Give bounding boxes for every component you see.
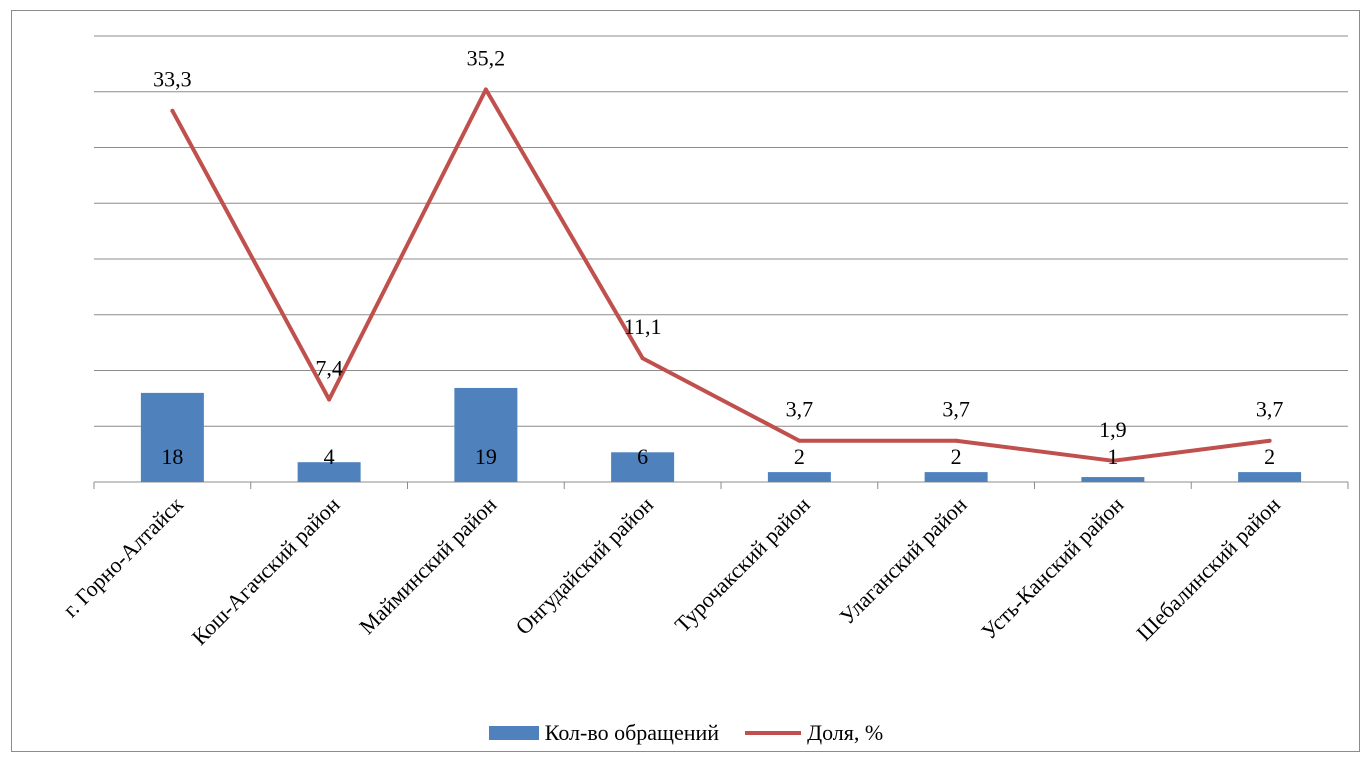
bar-value-label: 4 bbox=[324, 444, 335, 469]
x-tick-label: Онгудайский район bbox=[510, 492, 658, 640]
x-tick-label: Турочакский район bbox=[670, 492, 816, 638]
x-tick-label: г. Горно-Алтайск bbox=[58, 492, 188, 622]
line-value-label: 3,7 bbox=[1256, 397, 1284, 422]
line-point bbox=[327, 397, 332, 402]
bar-value-label: 1 bbox=[1107, 444, 1118, 469]
x-tick-label: Усть-Канский район bbox=[976, 492, 1128, 644]
x-axis bbox=[93, 481, 1349, 489]
bar bbox=[767, 472, 831, 482]
legend-item-bars: Кол-во обращений bbox=[488, 720, 720, 746]
line-series bbox=[170, 87, 1272, 463]
bar bbox=[611, 452, 675, 482]
legend-bar-label: Кол-во обращений bbox=[544, 720, 720, 745]
bar bbox=[297, 462, 361, 482]
line-value-label: 1,9 bbox=[1099, 417, 1127, 442]
x-tick-label: Кош-Агачский район bbox=[187, 492, 345, 650]
line-series-path bbox=[170, 87, 1270, 463]
line-value-label: 33,3 bbox=[153, 67, 192, 92]
bar-value-label: 2 bbox=[794, 444, 805, 469]
line-point bbox=[483, 87, 488, 92]
legend-line-label: Доля, % bbox=[807, 720, 884, 745]
line-value-label: 7,4 bbox=[315, 355, 343, 380]
bar-value-label: 18 bbox=[161, 444, 183, 469]
line-point bbox=[1267, 438, 1272, 443]
legend-bar-swatch bbox=[488, 726, 539, 740]
x-tick-label: Улаганский район bbox=[834, 492, 971, 629]
bar bbox=[454, 387, 518, 482]
legend: Кол-во обращений Доля, % bbox=[0, 718, 1372, 748]
chart-frame bbox=[11, 10, 1360, 752]
data-labels: 18 4 19 6 2 2 1 2 33,3 7,4 35,2 11,1 3,7 3,7 1,9 3,7 bbox=[153, 46, 1283, 469]
bar bbox=[924, 472, 988, 482]
line-value-label: 11,1 bbox=[624, 314, 662, 339]
bar-series bbox=[140, 387, 1302, 482]
legend-line-swatch bbox=[745, 731, 802, 735]
line-point bbox=[1110, 458, 1115, 463]
line-point bbox=[640, 356, 645, 361]
line-point bbox=[954, 438, 959, 443]
line-value-label: 3,7 bbox=[942, 397, 970, 422]
line-point bbox=[797, 438, 802, 443]
bar-value-label: 19 bbox=[475, 444, 497, 469]
bar bbox=[1238, 472, 1302, 482]
bar bbox=[1081, 477, 1145, 482]
legend-item-line: Доля, % bbox=[745, 720, 883, 746]
bar-value-label: 6 bbox=[637, 444, 648, 469]
bar-value-label: 2 bbox=[951, 444, 962, 469]
x-tick-label: Майминский район bbox=[354, 492, 502, 640]
line-point bbox=[170, 108, 175, 113]
x-tick-label: Шебалинский район bbox=[1131, 492, 1285, 646]
bar bbox=[140, 392, 204, 482]
line-value-label: 35,2 bbox=[467, 46, 506, 71]
gridlines bbox=[94, 35, 1348, 427]
bar-value-label: 2 bbox=[1264, 444, 1275, 469]
line-value-label: 3,7 bbox=[786, 397, 814, 422]
